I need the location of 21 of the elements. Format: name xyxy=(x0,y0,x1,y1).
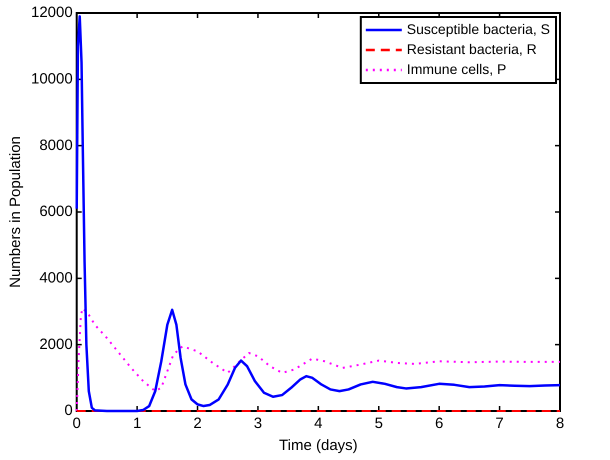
y-axis-title: Numbers in Population xyxy=(7,136,24,288)
x-tick-label: 2 xyxy=(193,415,202,432)
x-tick-label: 5 xyxy=(374,415,383,432)
x-tick-label: 6 xyxy=(435,415,444,432)
legend-label: Resistant bacteria, R xyxy=(406,40,537,57)
x-tick-label: 7 xyxy=(495,415,504,432)
x-tick-label: 8 xyxy=(556,415,564,432)
y-tick-label: 8000 xyxy=(39,136,73,154)
y-tick-label: 6000 xyxy=(39,203,73,220)
x-tick-label: 3 xyxy=(254,415,262,432)
y-tick-label: 10000 xyxy=(30,70,73,88)
y-tick-label: 2000 xyxy=(39,336,73,353)
y-tick-label: 0 xyxy=(64,402,73,420)
x-tick-label: 1 xyxy=(132,415,142,432)
line-series xyxy=(76,307,561,412)
y-tick-label: 12000 xyxy=(30,4,73,22)
x-tick-label: 4 xyxy=(314,415,323,432)
y-tick-label: 4000 xyxy=(39,269,73,286)
x-axis-title: Time (days) xyxy=(279,437,358,454)
legend-label: Immune cells, P xyxy=(406,60,506,77)
legend-label: Susceptible bacteria, S xyxy=(406,20,550,37)
